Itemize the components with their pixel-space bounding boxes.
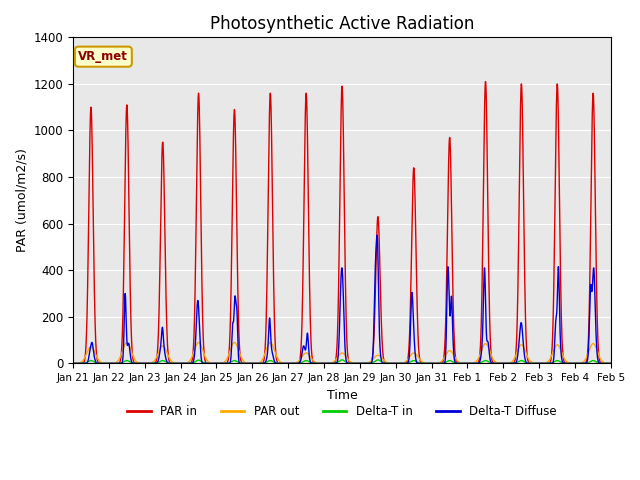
Delta-T Diffuse bbox=[607, 360, 614, 366]
PAR in bbox=[433, 360, 440, 366]
Legend: PAR in, PAR out, Delta-T in, Delta-T Diffuse: PAR in, PAR out, Delta-T in, Delta-T Dif… bbox=[122, 400, 562, 423]
Delta-T in bbox=[493, 360, 501, 366]
Delta-T Diffuse bbox=[166, 360, 173, 366]
PAR out bbox=[322, 360, 330, 366]
Title: Photosynthetic Active Radiation: Photosynthetic Active Radiation bbox=[210, 15, 474, 33]
PAR out bbox=[166, 356, 173, 362]
Delta-T Diffuse bbox=[493, 360, 501, 366]
Text: VR_met: VR_met bbox=[79, 50, 128, 63]
PAR in bbox=[166, 360, 173, 365]
PAR in bbox=[356, 360, 364, 366]
Delta-T Diffuse bbox=[607, 360, 615, 366]
Delta-T Diffuse bbox=[69, 360, 77, 366]
Delta-T Diffuse bbox=[212, 360, 220, 366]
PAR in bbox=[493, 360, 501, 366]
PAR in bbox=[482, 79, 490, 84]
Delta-T in bbox=[433, 360, 440, 366]
PAR in bbox=[69, 360, 77, 366]
PAR out bbox=[607, 360, 615, 366]
Line: PAR out: PAR out bbox=[73, 342, 611, 363]
Delta-T in bbox=[322, 360, 330, 366]
Delta-T Diffuse bbox=[433, 360, 441, 366]
Line: Delta-T Diffuse: Delta-T Diffuse bbox=[73, 235, 611, 363]
Delta-T in bbox=[338, 357, 346, 363]
X-axis label: Time: Time bbox=[326, 389, 357, 402]
PAR out bbox=[123, 339, 131, 345]
PAR out bbox=[607, 360, 614, 366]
Delta-T in bbox=[69, 360, 77, 366]
Line: PAR in: PAR in bbox=[73, 82, 611, 363]
PAR in bbox=[607, 360, 614, 366]
Delta-T in bbox=[463, 360, 470, 366]
PAR out bbox=[356, 360, 364, 366]
PAR in bbox=[322, 360, 330, 366]
Delta-T in bbox=[607, 360, 614, 366]
PAR in bbox=[463, 360, 470, 366]
Delta-T Diffuse bbox=[373, 232, 381, 238]
PAR out bbox=[493, 360, 501, 366]
Delta-T in bbox=[607, 360, 615, 366]
Line: Delta-T in: Delta-T in bbox=[73, 360, 611, 363]
Delta-T in bbox=[166, 360, 173, 366]
Delta-T Diffuse bbox=[322, 360, 330, 366]
PAR in bbox=[607, 360, 615, 366]
Delta-T Diffuse bbox=[463, 360, 470, 366]
PAR out bbox=[463, 360, 470, 366]
Y-axis label: PAR (umol/m2/s): PAR (umol/m2/s) bbox=[15, 148, 28, 252]
PAR out bbox=[69, 360, 77, 366]
PAR out bbox=[433, 360, 441, 366]
